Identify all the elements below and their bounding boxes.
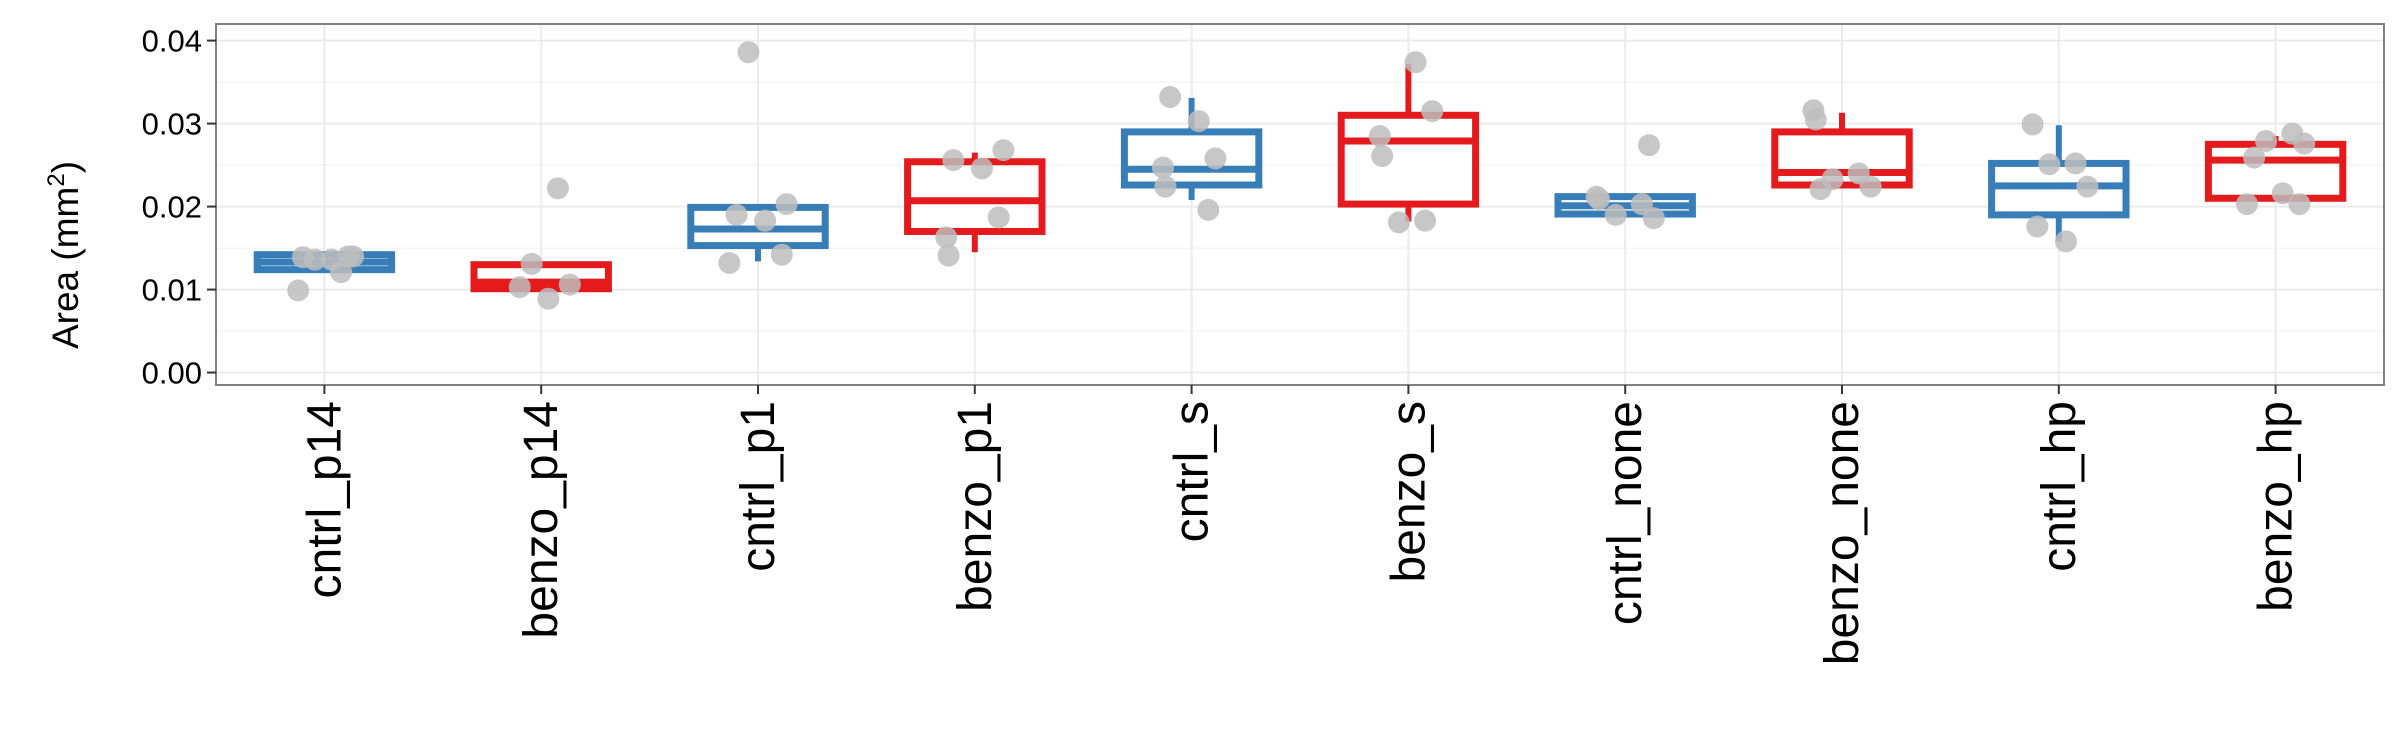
data-point [737,41,760,64]
data-point [718,252,741,275]
data-point [546,177,569,200]
data-point [2288,193,2311,216]
y-axis-label-text: Area (mm [45,187,86,349]
data-point [537,287,560,310]
data-point [2293,132,2316,155]
data-point [1587,188,1610,211]
data-point [1154,175,1177,198]
data-point [2271,182,2294,205]
x-tick-label: cntrl_s [1166,401,1219,542]
data-point [520,252,543,275]
x-tick-label: cntrl_p1 [732,401,785,572]
data-point [2235,193,2258,216]
panel-border [215,23,2385,386]
box-cntrl_hp [1988,125,2130,242]
x-tick-label: benzo_p1 [949,401,1002,612]
data-point [320,248,343,271]
data-point [558,273,581,296]
data-point [2026,215,2049,238]
x-tick-label: benzo_s [1382,401,1435,582]
boxes-layer [253,63,2347,293]
box-body [1120,128,1263,189]
data-point [1642,207,1665,230]
data-point [2054,230,2077,253]
data-point [937,244,960,267]
data-point [1414,209,1437,232]
box-benzo_s [1337,63,1480,222]
data-point [1604,203,1627,226]
data-point [1638,134,1661,157]
x-axis: cntrl_p14 benzo_p14 cntrl_p1 benzo_p1 cntrl_… [298,385,2303,665]
data-point [2021,113,2044,136]
x-tick-label: cntrl_none [1599,401,1652,625]
y-axis: 0.00 0.01 0.02 0.03 0.04 [142,24,216,391]
data-point [754,209,777,232]
x-tick-label: cntrl_hp [2033,401,2086,572]
data-point [2038,153,2061,176]
data-point [1421,100,1444,123]
y-tick-label: 0.03 [142,107,202,142]
data-point [1187,110,1210,133]
y-tick-label: 0.00 [142,356,202,391]
x-tick-label: benzo_hp [2250,401,2303,612]
data-point [2064,152,2087,175]
x-tick-label: cntrl_p14 [298,401,351,598]
y-axis-label-close: ) [45,161,86,173]
data-point [508,276,531,299]
data-point [992,139,1015,162]
data-point [287,279,310,302]
data-point [1204,147,1227,170]
x-tick-label: benzo_none [1816,401,1869,665]
data-point [987,206,1010,229]
data-point [970,157,993,180]
y-tick-label: 0.02 [142,190,202,225]
box-cntrl_s [1120,97,1263,200]
data-point [1404,51,1427,74]
data-point [1809,178,1832,201]
data-point [770,243,793,266]
data-point [725,203,748,226]
data-point [1859,175,1882,198]
data-point [291,246,314,269]
data-point [1387,211,1410,234]
box-body [1337,111,1480,208]
data-point [2076,175,2099,198]
data-point [1371,144,1394,167]
x-tick-label: benzo_p14 [515,401,568,639]
data-point [337,245,360,268]
data-point [775,193,798,216]
data-point [1368,125,1391,148]
data-point [935,226,958,249]
y-tick-label: 0.01 [142,273,202,308]
y-axis-label-superscript: 2 [43,173,70,186]
data-point [2255,130,2278,153]
data-point [942,149,965,172]
points-layer [287,41,2316,310]
data-point [2243,146,2266,169]
data-point [1151,156,1174,179]
y-axis-label: Area (mm2) [43,161,86,349]
data-point [1159,86,1182,109]
y-tick-label: 0.04 [142,24,202,59]
data-point [1197,198,1220,221]
data-point [1804,108,1827,131]
